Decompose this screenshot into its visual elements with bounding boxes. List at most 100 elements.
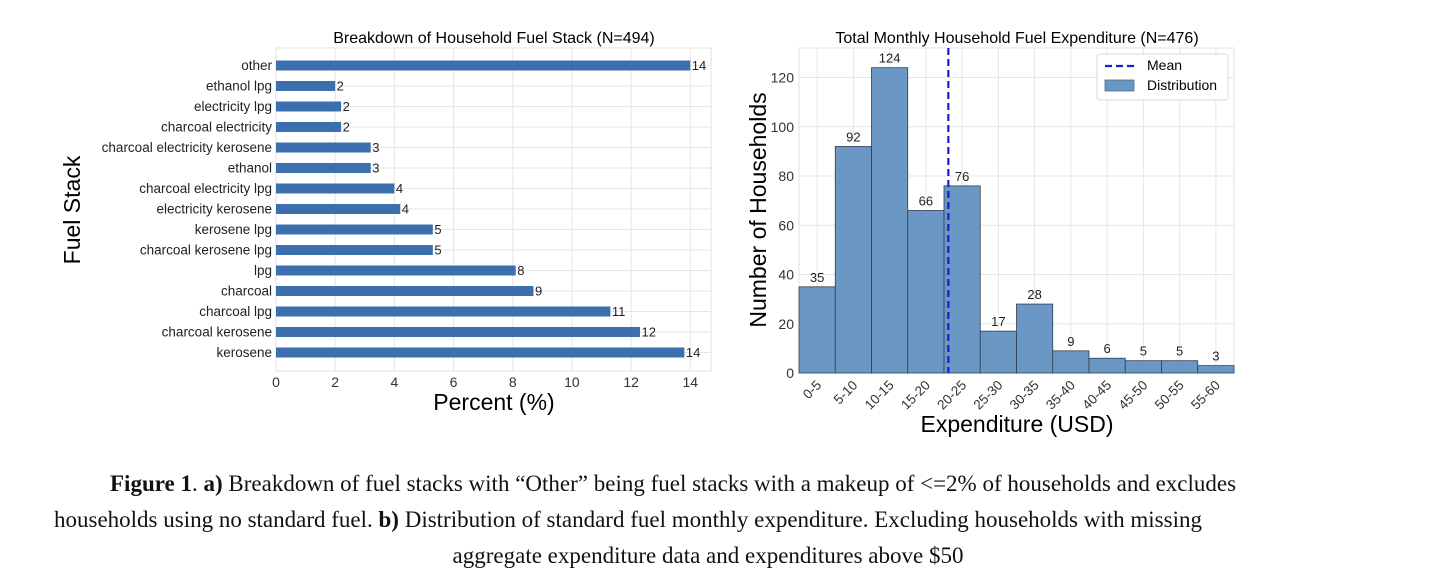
caption-figure-label: Figure 1 xyxy=(110,471,192,496)
left-x-tick-label: 4 xyxy=(390,374,398,390)
right-chart-x-axis-label: Expenditure (USD) xyxy=(920,411,1113,437)
legend-distribution-label: Distribution xyxy=(1147,77,1217,93)
right-chart-bars xyxy=(798,67,1235,374)
left-chart-data-labels: 14 12 11 98 5 5 4 4 3 3 2 2 2 14 xyxy=(337,58,707,360)
left-category-label: electricity lpg xyxy=(194,99,272,114)
right-bar-25-30 xyxy=(979,330,1017,374)
left-bar-ethanol-lpg xyxy=(276,81,336,91)
right-data-label: 3 xyxy=(1212,349,1219,364)
left-data-label: 3 xyxy=(372,140,379,155)
left-data-label: 3 xyxy=(372,161,379,176)
right-data-label: 124 xyxy=(879,51,901,66)
legend-distribution-swatch xyxy=(1104,79,1135,92)
right-data-label: 35 xyxy=(810,270,824,285)
left-category-label: other xyxy=(241,58,272,73)
left-data-label: 5 xyxy=(434,243,441,258)
left-data-label: 2 xyxy=(337,79,344,94)
caption-line-3: aggregate expenditure data and expenditu… xyxy=(40,538,1436,574)
right-x-tick-label: 0-5 xyxy=(800,378,824,402)
left-data-label: 2 xyxy=(343,120,350,135)
left-chart-x-ticks: 0 2 4 6 8 10 12 14 xyxy=(272,374,698,390)
left-data-label: 4 xyxy=(396,181,403,196)
right-bar-40-45 xyxy=(1088,357,1126,374)
right-chart-data-labels: 35 92 124 66 76 17 28 9 6 5 5 3 xyxy=(810,51,1220,364)
left-chart-x-axis-label: Percent (%) xyxy=(433,389,554,415)
left-x-tick-label: 2 xyxy=(331,374,339,390)
left-data-label: 8 xyxy=(517,263,524,278)
left-category-label: charcoal electricity kerosene xyxy=(102,140,272,155)
right-bar-50-55 xyxy=(1161,360,1199,374)
right-x-tick-label: 50-55 xyxy=(1152,378,1187,413)
caption-part-a-text: Breakdown of fuel stacks with “Other” be… xyxy=(222,471,1237,496)
caption-part-b-text-continued: aggregate expenditure data and expenditu… xyxy=(452,543,964,568)
left-bar-kerosene-lpg xyxy=(276,224,433,235)
caption-part-b-label: b) xyxy=(378,507,399,532)
right-y-tick-label: 120 xyxy=(771,70,795,86)
left-category-label: lpg xyxy=(254,263,272,278)
left-data-label: 12 xyxy=(641,325,655,340)
left-bar-charcoal-lpg xyxy=(276,306,611,317)
left-x-tick-label: 0 xyxy=(272,374,280,390)
left-bar-other xyxy=(276,60,691,71)
right-x-tick-label: 40-45 xyxy=(1079,378,1114,413)
left-bar-kerosene xyxy=(276,347,685,358)
right-data-label: 76 xyxy=(955,169,969,184)
right-chart-x-ticks: 0-5 5-10 10-15 15-20 20-25 25-30 30-35 35-40 40-… xyxy=(800,378,1223,413)
figure-caption: Figure 1. a) Breakdown of fuel stacks wi… xyxy=(40,466,1436,574)
left-bar-lpg xyxy=(276,265,516,276)
right-data-label: 5 xyxy=(1176,344,1183,359)
right-data-label: 5 xyxy=(1140,344,1147,359)
legend-mean-label: Mean xyxy=(1147,57,1182,73)
left-data-label: 5 xyxy=(434,222,441,237)
right-x-tick-label: 5-10 xyxy=(831,378,861,408)
right-x-tick-label: 15-20 xyxy=(898,378,933,413)
figure: Breakdown of Household Fuel Stack (N=494… xyxy=(59,30,1235,437)
left-chart-category-labels: kerosene charcoal kerosene charcoal lpg cha… xyxy=(102,58,273,360)
left-bar-charcoal xyxy=(276,286,534,296)
right-chart-y-ticks: 0 20 40 60 80 100 120 xyxy=(771,70,795,381)
left-chart-title: Breakdown of Household Fuel Stack (N=494… xyxy=(333,30,655,47)
right-data-label: 17 xyxy=(991,314,1005,329)
expenditure-histogram: Total Monthly Household Fuel Expenditure… xyxy=(745,30,1235,437)
left-chart-y-axis-label: Fuel Stack xyxy=(59,155,85,264)
left-x-tick-label: 8 xyxy=(509,374,517,390)
right-x-tick-label: 55-60 xyxy=(1188,378,1223,413)
left-x-tick-label: 10 xyxy=(564,374,580,390)
right-y-tick-label: 20 xyxy=(778,316,794,332)
right-bar-10-15 xyxy=(871,67,909,374)
left-x-tick-label: 6 xyxy=(450,374,458,390)
right-chart-y-axis-label: Number of Households xyxy=(745,92,771,327)
right-y-tick-label: 80 xyxy=(778,168,794,184)
left-data-label: 4 xyxy=(402,202,409,217)
left-bar-charcoal-electricity xyxy=(276,122,342,132)
left-category-label: ethanol lpg xyxy=(206,79,272,94)
right-x-tick-label: 45-50 xyxy=(1115,378,1150,413)
left-category-label: charcoal electricity xyxy=(161,120,272,135)
left-category-label: charcoal kerosene lpg xyxy=(140,243,272,258)
left-category-label: electricity kerosene xyxy=(156,202,272,217)
left-bar-ethanol xyxy=(276,163,371,173)
left-chart-bars xyxy=(276,60,691,358)
legend: Mean Distribution xyxy=(1096,53,1229,101)
caption-separator: . xyxy=(191,471,204,496)
left-bar-charcoal-electricity-kerosene xyxy=(276,142,371,153)
left-category-label: kerosene xyxy=(216,345,272,360)
right-data-label: 92 xyxy=(846,129,860,144)
right-x-tick-label: 30-35 xyxy=(1007,378,1042,413)
left-bar-electricity-kerosene xyxy=(276,204,401,214)
right-y-tick-label: 60 xyxy=(778,217,794,233)
right-bar-35-40 xyxy=(1052,350,1090,374)
right-x-tick-label: 35-40 xyxy=(1043,378,1078,413)
left-data-label: 11 xyxy=(612,304,626,319)
right-bar-0-5 xyxy=(798,286,836,374)
right-x-tick-label: 10-15 xyxy=(862,378,897,413)
right-bar-30-35 xyxy=(1016,303,1054,374)
right-chart-title: Total Monthly Household Fuel Expenditure… xyxy=(835,30,1198,47)
left-category-label: kerosene lpg xyxy=(195,222,272,237)
left-bar-charcoal-electricity-lpg xyxy=(276,183,395,194)
left-category-label: charcoal xyxy=(221,284,272,299)
caption-line-1: Figure 1. a) Breakdown of fuel stacks wi… xyxy=(40,466,1436,502)
right-y-tick-label: 100 xyxy=(771,119,795,135)
left-category-label: charcoal kerosene xyxy=(162,325,272,340)
right-data-label: 6 xyxy=(1104,341,1111,356)
